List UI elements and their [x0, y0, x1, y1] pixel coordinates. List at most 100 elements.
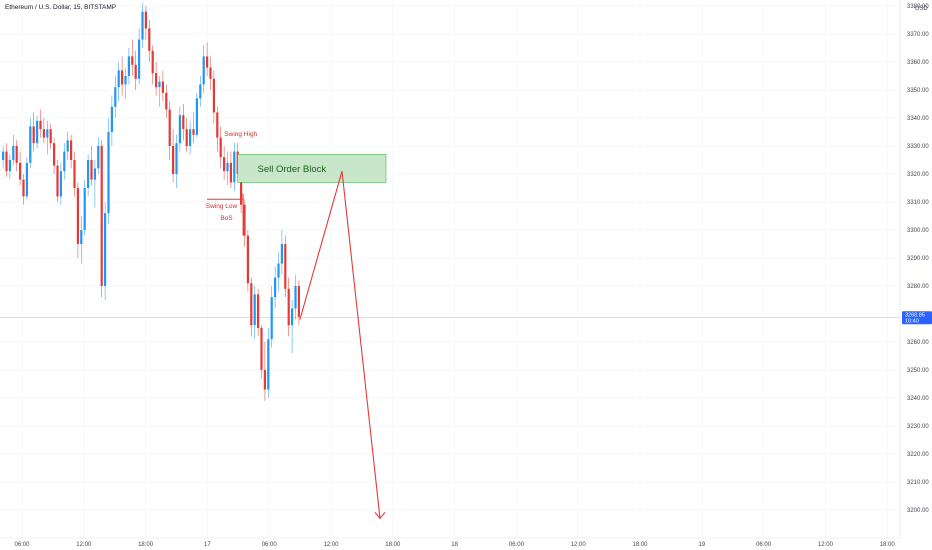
- price-tick-label: 3370.00: [907, 32, 929, 38]
- candle-body: [223, 157, 226, 172]
- bearish-candle: [5, 143, 8, 177]
- candle-body: [168, 109, 171, 146]
- time-tick-label: 12:00: [323, 542, 339, 548]
- candle-body: [182, 115, 185, 130]
- price-tick-label: 3260.00: [907, 340, 929, 346]
- candle-body: [5, 151, 8, 172]
- candle-body: [219, 137, 222, 158]
- bullish-candle: [36, 115, 39, 149]
- bearish-candle: [161, 70, 164, 102]
- bearish-candle: [192, 112, 195, 144]
- bullish-candle: [277, 252, 280, 292]
- swing-high-label: Swing High: [224, 131, 257, 138]
- bearish-candle: [216, 106, 219, 152]
- bullish-candle: [199, 76, 202, 107]
- bearish-candle: [76, 182, 79, 258]
- candle-body: [100, 146, 103, 286]
- bearish-candle: [100, 140, 103, 298]
- bearish-candle: [229, 151, 232, 188]
- candle-body: [287, 288, 290, 326]
- bearish-candle: [148, 20, 151, 62]
- bullish-candle: [127, 48, 130, 85]
- bearish-candle: [243, 199, 246, 247]
- bullish-candle: [291, 300, 294, 354]
- bearish-candle: [22, 174, 25, 205]
- current-price-label: 3268.85: [905, 313, 925, 319]
- candle-body: [56, 165, 59, 197]
- bearish-candle: [151, 45, 154, 85]
- bearish-candle: [134, 50, 137, 90]
- candle-body: [8, 160, 11, 172]
- candle-body: [233, 151, 236, 183]
- sell-order-block-label: Sell Order Block: [258, 164, 327, 175]
- bearish-candle: [263, 342, 266, 401]
- price-tick-label: 3290.00: [907, 256, 929, 262]
- bearish-candle: [260, 325, 263, 379]
- candle-body: [121, 70, 124, 85]
- candle-body: [263, 370, 266, 390]
- time-axis: 06:00 12:00 18:00 17 06:00 12:00 18:00 18 06:00 1…: [0, 537, 900, 548]
- candle-body: [151, 50, 154, 74]
- candle-body: [297, 286, 300, 317]
- bullish-candle: [25, 157, 28, 200]
- candle-body: [107, 132, 110, 214]
- bullish-candle: [267, 328, 270, 398]
- candle-body: [284, 244, 287, 289]
- bullish-candle: [97, 137, 100, 174]
- bullish-candle: [29, 118, 32, 169]
- candle-body: [127, 56, 130, 76]
- candle-body: [267, 339, 270, 390]
- bullish-candle: [46, 120, 49, 155]
- candle-body: [70, 140, 73, 160]
- candle-body: [104, 213, 107, 286]
- candle-body: [87, 160, 90, 188]
- candle-body: [257, 294, 260, 328]
- candle-body: [199, 84, 202, 99]
- candle-body: [76, 188, 79, 244]
- candle-body: [240, 174, 243, 205]
- candle-body: [131, 56, 134, 65]
- price-tick-label: 3330.00: [907, 144, 929, 150]
- bullish-candle: [93, 160, 96, 208]
- sell-order-block: [237, 154, 387, 183]
- candle-body: [22, 179, 25, 197]
- countdown-label: 10:40: [905, 319, 919, 325]
- candle-body: [226, 162, 229, 172]
- bearish-candle: [297, 280, 300, 326]
- bearish-candle: [168, 101, 171, 160]
- time-tick-label: 18:00: [385, 542, 401, 548]
- bullish-candle: [233, 143, 236, 191]
- bos-label: BoS: [220, 215, 233, 222]
- bearish-candle: [182, 104, 185, 141]
- candle-body: [155, 73, 158, 88]
- time-tick-label: 06:00: [756, 542, 772, 548]
- bullish-candle: [202, 45, 205, 93]
- time-tick-label: 12:00: [571, 542, 587, 548]
- candle-body: [15, 146, 18, 163]
- candle-body: [270, 297, 273, 340]
- bullish-candle: [175, 134, 178, 188]
- current-price-badge: [902, 311, 932, 325]
- candle-body: [59, 171, 62, 197]
- candle-body: [36, 120, 39, 144]
- bullish-candle: [124, 67, 127, 99]
- bullish-candle: [141, 3, 144, 48]
- candle-body: [178, 115, 181, 144]
- price-tick-label: 3380.00: [907, 4, 929, 10]
- bearish-candle: [56, 160, 59, 202]
- bullish-candle: [107, 118, 110, 225]
- bearish-candle: [246, 230, 249, 292]
- bearish-candle: [209, 56, 212, 90]
- candle-body: [243, 204, 246, 236]
- time-tick-label: 17: [204, 542, 211, 548]
- bullish-candle: [2, 146, 5, 169]
- price-tick-label: 3220.00: [907, 452, 929, 458]
- price-axis: 3200.00 3210.00 3220.00 3230.00 3240.00 3250.…: [899, 0, 932, 538]
- candle-body: [63, 151, 66, 172]
- bullish-candle: [280, 230, 283, 275]
- time-tick-label: 12:00: [76, 542, 92, 548]
- bearish-candle: [155, 62, 158, 96]
- bearish-candle: [53, 137, 56, 174]
- candle-body: [83, 188, 86, 230]
